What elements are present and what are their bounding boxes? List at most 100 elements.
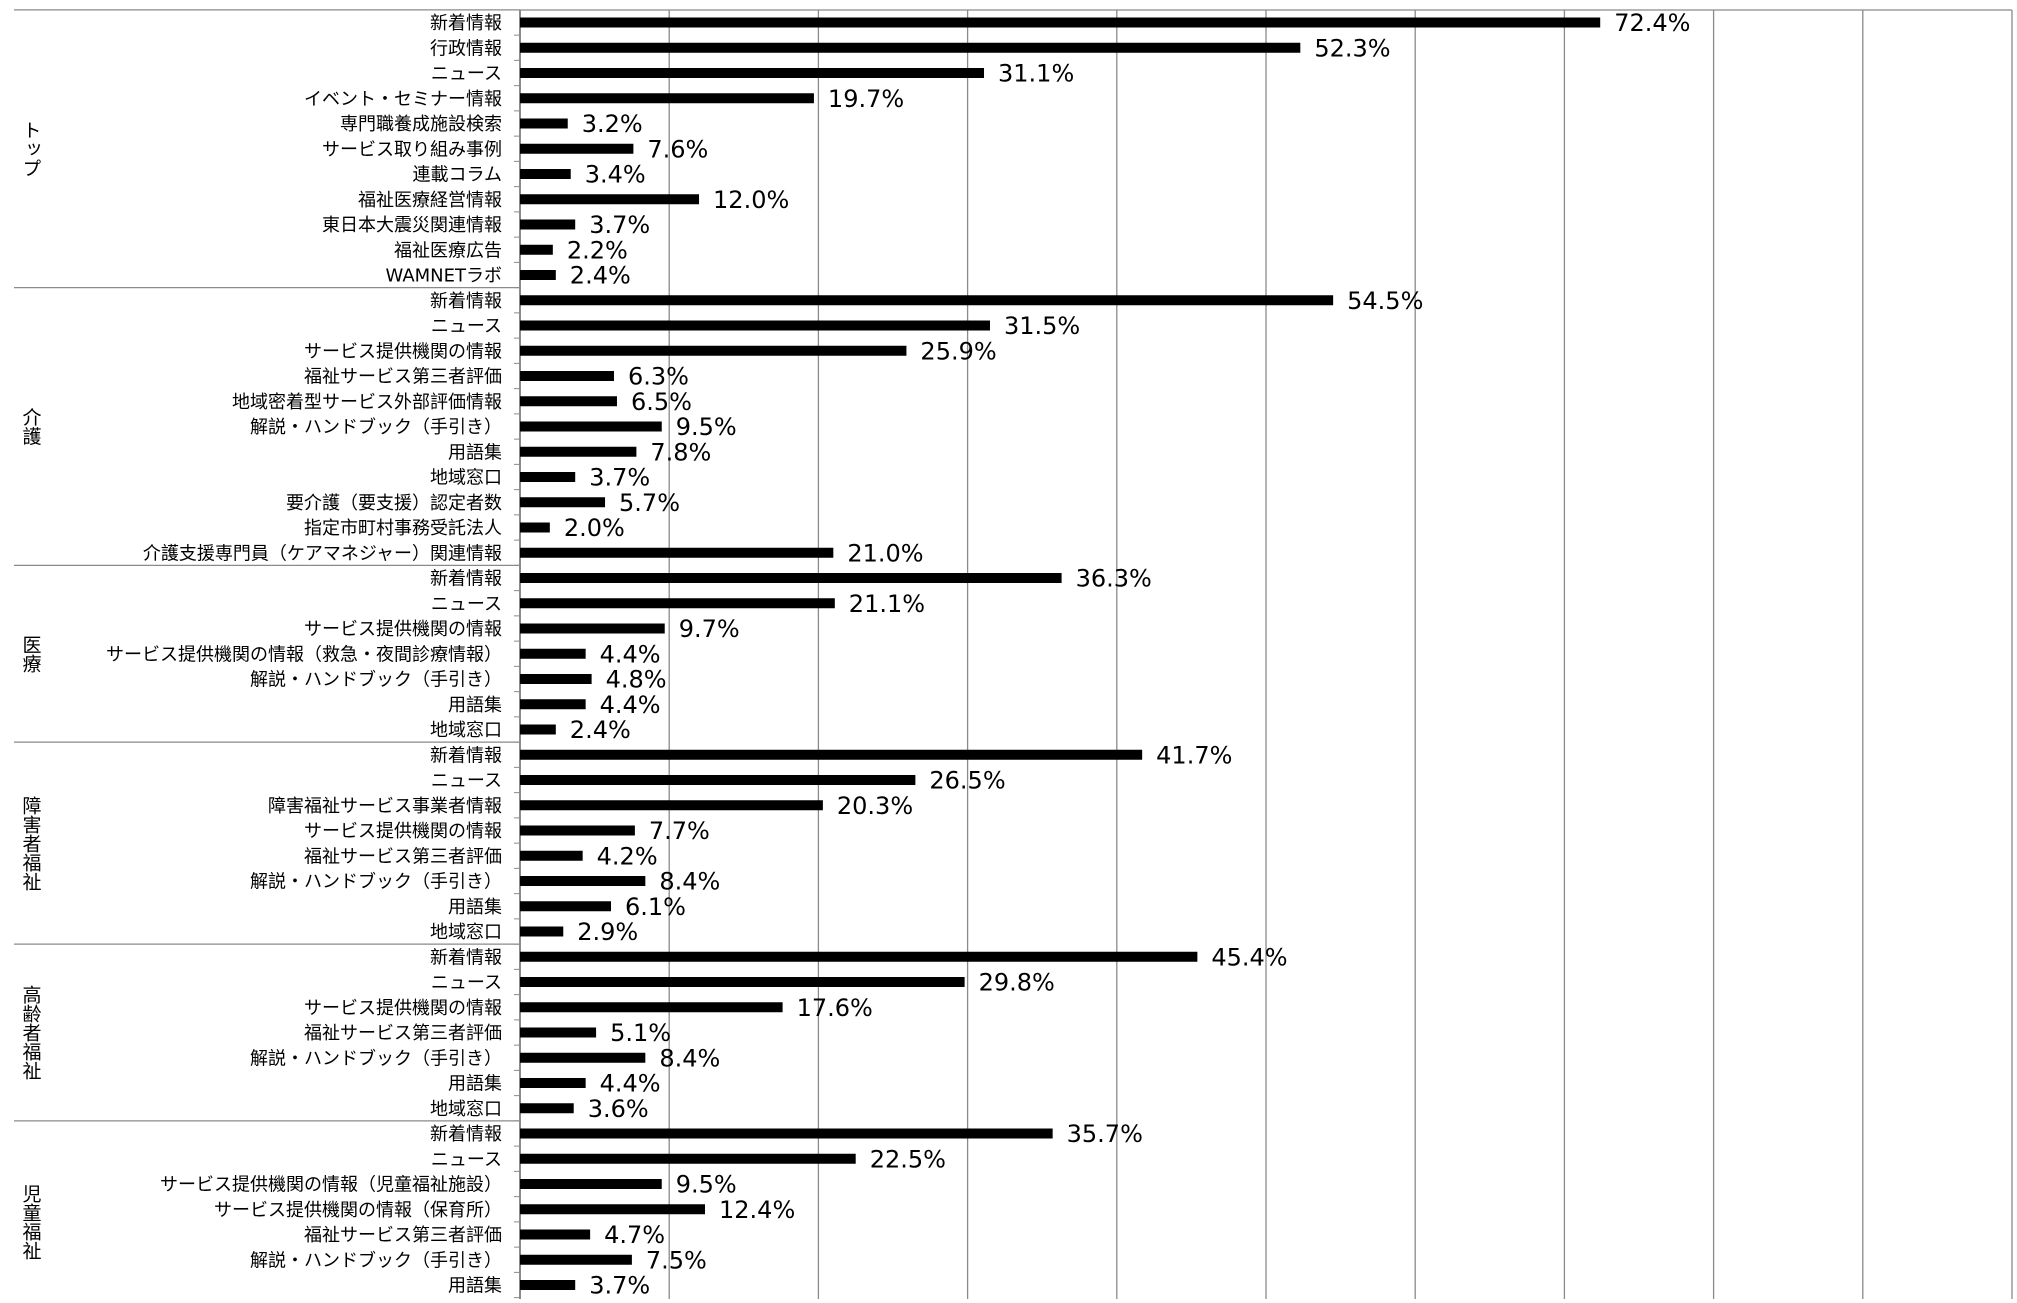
data-label: 25.9%	[920, 337, 996, 365]
data-label: 2.0%	[564, 514, 625, 542]
data-label: 8.4%	[659, 868, 720, 896]
bar	[520, 446, 637, 457]
category-label: 連載コラム	[413, 165, 502, 186]
bar	[520, 244, 553, 255]
data-label: 36.3%	[1076, 565, 1152, 593]
bar	[520, 648, 586, 659]
category-label: 用語集	[448, 1074, 502, 1095]
data-label: 12.4%	[719, 1196, 795, 1224]
category-label: WAMNETラボ	[386, 266, 503, 287]
data-label: 2.4%	[570, 716, 631, 744]
category-label: 福祉サービス第三者評価	[304, 846, 502, 867]
category-label: サービス提供機関の情報	[304, 821, 502, 842]
category-label: ニュース	[431, 973, 502, 994]
data-label: 5.1%	[610, 1019, 671, 1047]
data-label: 6.1%	[625, 893, 686, 921]
data-label: 4.7%	[604, 1221, 665, 1249]
category-label: 地域窓口	[430, 922, 502, 943]
category-label: サービス提供機関の情報（救急・夜間診療情報）	[106, 644, 502, 665]
category-label: 地域密着型サービス外部評価情報	[232, 392, 502, 413]
data-label: 7.6%	[647, 135, 708, 163]
bar	[520, 1128, 1053, 1139]
bar	[520, 194, 700, 205]
data-label: 9.5%	[676, 1171, 737, 1199]
bar	[520, 699, 586, 710]
category-label: 新着情報	[430, 291, 502, 312]
data-label: 3.7%	[589, 464, 650, 492]
data-label: 52.3%	[1314, 34, 1390, 62]
category-label: 障害福祉サービス事業者情報	[268, 796, 502, 817]
category-label: 地域窓口	[430, 468, 502, 489]
bar	[520, 951, 1198, 962]
category-label: 要介護（要支援）認定者数	[286, 493, 502, 514]
data-label: 3.7%	[589, 211, 650, 239]
bar	[520, 1078, 586, 1088]
category-label: 新着情報	[430, 1124, 502, 1145]
bar	[520, 674, 592, 684]
data-label: 3.4%	[585, 161, 646, 189]
data-label: 4.4%	[600, 691, 661, 719]
bar	[520, 118, 568, 129]
bar	[520, 547, 834, 558]
data-label: 5.7%	[619, 489, 680, 517]
data-label: 4.4%	[600, 1070, 661, 1098]
bar	[520, 345, 907, 356]
data-label: 21.1%	[849, 590, 925, 618]
category-label: 新着情報	[430, 947, 502, 968]
category-label: 福祉医療経営情報	[358, 190, 502, 211]
bar	[520, 1052, 646, 1063]
bar	[520, 825, 635, 836]
category-label: 用語集	[448, 695, 502, 716]
bar	[520, 68, 985, 78]
category-label: 地域窓口	[430, 1099, 502, 1120]
category-label: 福祉サービス第三者評価	[304, 1023, 502, 1044]
category-label: 新着情報	[430, 569, 502, 590]
data-label: 26.5%	[929, 767, 1005, 795]
bar	[520, 1179, 662, 1189]
category-label: ニュース	[431, 1149, 502, 1170]
group-label: 高齢者福祉	[20, 985, 42, 1080]
bar	[520, 295, 1334, 306]
category-label: ニュース	[431, 316, 502, 337]
category-label: 新着情報	[430, 13, 502, 34]
data-label: 20.3%	[837, 792, 913, 820]
group-label: 医療	[20, 635, 42, 673]
category-label: サービス提供機関の情報	[304, 998, 502, 1019]
bar	[520, 850, 583, 861]
bar	[520, 497, 606, 508]
data-label: 22.5%	[870, 1145, 946, 1173]
bar	[520, 42, 1301, 53]
data-label: 2.9%	[577, 918, 638, 946]
group-label: 児童福祉	[20, 1184, 42, 1260]
data-label: 9.5%	[676, 413, 737, 441]
bar	[520, 1002, 783, 1013]
bar	[520, 1103, 574, 1114]
category-label: 新着情報	[430, 745, 502, 766]
category-label: 解説・ハンドブック（手引き）	[250, 416, 502, 438]
data-label: 3.7%	[589, 1272, 650, 1300]
category-label: 介護支援専門員（ケアマネジャー）関連情報	[143, 543, 502, 564]
bar	[520, 800, 823, 811]
bar	[520, 977, 965, 987]
bar	[520, 926, 564, 937]
data-label: 9.7%	[679, 615, 740, 643]
category-label: サービス提供機関の情報（児童福祉施設）	[160, 1175, 502, 1196]
bar	[520, 396, 617, 407]
bar	[520, 219, 576, 230]
bar	[520, 143, 634, 154]
category-label: イベント・セミナー情報	[304, 89, 502, 110]
bar	[520, 1204, 706, 1215]
bar	[520, 522, 550, 533]
bar	[520, 623, 665, 634]
bar	[520, 169, 571, 179]
bar	[520, 270, 556, 280]
category-label: 用語集	[448, 897, 502, 918]
data-label: 4.4%	[600, 640, 661, 668]
data-label: 6.3%	[628, 363, 689, 391]
category-label: サービス提供機関の情報	[304, 619, 502, 640]
data-label: 54.5%	[1347, 287, 1423, 315]
bar	[520, 1153, 856, 1164]
category-label: 指定市町村事務受託法人	[304, 518, 502, 539]
